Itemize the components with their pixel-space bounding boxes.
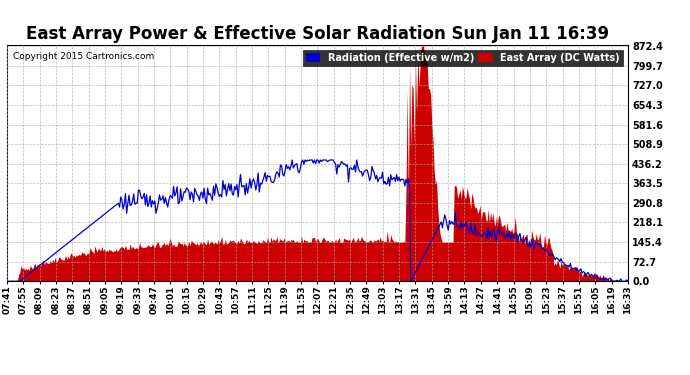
Title: East Array Power & Effective Solar Radiation Sun Jan 11 16:39: East Array Power & Effective Solar Radia… (26, 26, 609, 44)
Legend: Radiation (Effective w/m2), East Array (DC Watts): Radiation (Effective w/m2), East Array (… (303, 50, 623, 66)
Text: Copyright 2015 Cartronics.com: Copyright 2015 Cartronics.com (13, 52, 155, 61)
